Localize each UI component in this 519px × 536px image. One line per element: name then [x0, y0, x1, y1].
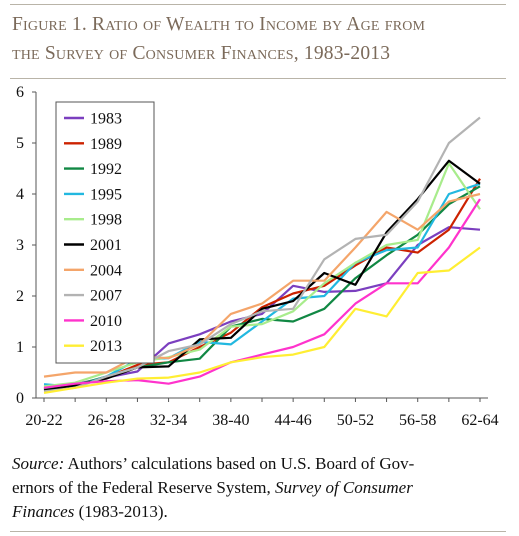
figure-title-line-2: the Survey of Consumer Finances, 1983-20… — [12, 43, 391, 64]
legend-label-1998: 1998 — [90, 212, 122, 229]
series-line-2004 — [43, 192, 481, 378]
legend-label-1995: 1995 — [90, 186, 122, 203]
x-tick-label: 38-40 — [212, 412, 249, 429]
y-tick-label: 6 — [16, 84, 24, 101]
y-tick-label: 1 — [16, 339, 24, 356]
y-tick-label: 4 — [16, 186, 24, 203]
x-tick-label: 50-52 — [337, 412, 374, 429]
series-line-2013 — [43, 246, 481, 394]
x-tick-label: 62-64 — [461, 412, 498, 429]
y-tick-label: 3 — [16, 237, 24, 254]
source-text-3b: (1983-2013). — [74, 502, 168, 521]
legend-label-2001: 2001 — [90, 237, 122, 254]
legend-label-2004: 2004 — [90, 262, 122, 279]
legend-label-2010: 2010 — [90, 313, 122, 330]
figure-title: Figure 1. Ratio of Wealth to Income by A… — [12, 10, 507, 68]
source-text-2a: ernors of the Federal Reserve System, — [12, 478, 275, 497]
y-tick-label: 2 — [16, 288, 24, 305]
series-line-2001 — [43, 159, 481, 392]
x-tick-label: 56-58 — [399, 412, 436, 429]
source-text-1: Authors’ calculations based on U.S. Boar… — [64, 454, 415, 473]
series-line-2007 — [43, 116, 481, 393]
x-tick-label: 20-22 — [25, 412, 62, 429]
legend-label-1989: 1989 — [90, 136, 122, 153]
line-chart: 0 1 2 3 4 5 6 20-22 26-28 32-34 38-40 44-46 50-52 56-… — [16, 84, 499, 429]
y-tick-label: 0 — [16, 390, 24, 407]
x-tick-label: 44-46 — [274, 412, 311, 429]
legend-label-1983: 1983 — [90, 111, 122, 128]
figure-title-line-1: Figure 1. Ratio of Wealth to Income by A… — [12, 14, 426, 35]
source-label: Source: — [12, 454, 65, 473]
legend-label-2013: 2013 — [90, 338, 122, 355]
legend-label-2007: 2007 — [90, 288, 122, 305]
y-tick-label: 5 — [16, 135, 24, 152]
source-text-2b: Survey of Consumer — [274, 478, 413, 497]
source-text-3a: Finances — [12, 502, 75, 521]
top-rule — [10, 4, 506, 5]
series-line-1995 — [43, 182, 481, 388]
x-tick-label: 32-34 — [150, 412, 187, 429]
bottom-rule — [10, 531, 506, 532]
legend-label-1992: 1992 — [90, 161, 122, 178]
x-tick-label: 26-28 — [88, 412, 125, 429]
source-note: Source: Authors’ calculations based on U… — [12, 452, 507, 524]
title-rule — [10, 78, 506, 79]
series-line-1998 — [43, 162, 481, 388]
